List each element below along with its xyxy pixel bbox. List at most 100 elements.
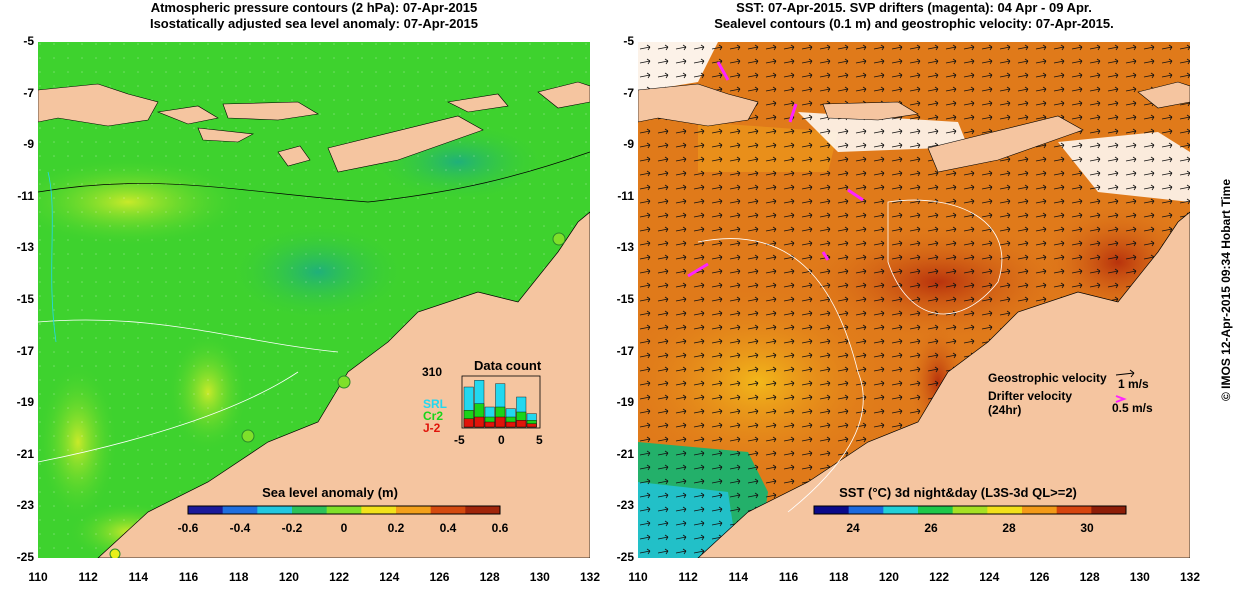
geostrophic-velocity-scale: 1 m/s bbox=[1118, 377, 1149, 391]
right-x-tick-5: 120 bbox=[878, 570, 899, 584]
right-x-tick-2: 114 bbox=[728, 570, 749, 584]
sst-colorbar-tick-3: 30 bbox=[1080, 521, 1094, 535]
left-x-tick-1: 112 bbox=[78, 570, 98, 584]
left-y-tick-2: -9 bbox=[23, 137, 34, 152]
left-y-tick-1: -7 bbox=[23, 85, 34, 100]
inset-max-label: 310 bbox=[422, 365, 442, 379]
sst-colorbar-swatch-3 bbox=[918, 506, 954, 514]
right-x-tick-1: 112 bbox=[678, 570, 698, 584]
inset-legend-j2: J-2 bbox=[423, 421, 441, 435]
sst-colorbar-tick-1: 26 bbox=[924, 521, 938, 535]
sst-colorbar-title: SST (°C) 3d night&day (L3S-3d QL>=2) bbox=[839, 485, 1077, 500]
sst-colorbar-tick-0: 24 bbox=[846, 521, 860, 535]
left-y-tick-9: -23 bbox=[16, 498, 34, 513]
inset-xtick-0: 0 bbox=[498, 433, 505, 447]
geostrophic-velocity-label: Geostrophic velocity bbox=[988, 371, 1107, 385]
right-y-tick-5: -15 bbox=[616, 292, 634, 306]
sst-colorbar-swatch-7 bbox=[1056, 506, 1092, 514]
sla-colorbar-swatch-5 bbox=[361, 506, 397, 514]
left-y-tick-10: -25 bbox=[16, 550, 34, 564]
sla-colorbar-swatch-1 bbox=[222, 506, 258, 514]
sst-colorbar-swatch-0 bbox=[814, 506, 850, 514]
sst-colorbar-swatch-4 bbox=[952, 506, 988, 514]
right-x-tick-10: 130 bbox=[1129, 570, 1150, 584]
left-y-tick-0: -5 bbox=[23, 34, 34, 48]
right-title-line2: Sealevel contours (0.1 m) and geostrophi… bbox=[714, 16, 1114, 31]
left-title-line1: Atmospheric pressure contours (2 hPa): 0… bbox=[150, 0, 478, 15]
left-y-tick-6: -17 bbox=[16, 343, 34, 358]
inset-legend-cr2: Cr2 bbox=[423, 409, 443, 423]
inset-xtick-5: 5 bbox=[536, 433, 543, 447]
right-x-tick-9: 128 bbox=[1079, 570, 1100, 584]
sla-colorbar: Sea level anomaly (m) -0.6 -0.4 -0.2 0 0.2 0.… bbox=[178, 485, 509, 535]
left-y-tick-5: -15 bbox=[16, 292, 34, 306]
sla-colorbar-tick-5: 0.4 bbox=[440, 521, 457, 535]
sla-colorbar-tick-4: 0.2 bbox=[388, 521, 405, 535]
sla-colorbar-tick-3: 0 bbox=[341, 521, 348, 535]
right-y-tick-2: -9 bbox=[623, 137, 634, 152]
sla-colorbar-outline bbox=[187, 505, 501, 515]
sst-colorbar-swatch-1 bbox=[848, 506, 884, 514]
right-x-tick-8: 126 bbox=[1029, 570, 1050, 584]
sla-colorbar-swatch-3 bbox=[292, 506, 328, 514]
sla-colorbar-title: Sea level anomaly (m) bbox=[262, 485, 398, 500]
inset-bar-3-2 bbox=[495, 416, 506, 428]
right-x-tick-11: 132 bbox=[1179, 570, 1201, 584]
left-x-tick-9: 128 bbox=[479, 570, 500, 584]
sst-colorbar: SST (°C) 3d night&day (L3S-3d QL>=2) 24 2… bbox=[813, 485, 1127, 535]
inset-bar-4-2 bbox=[505, 421, 516, 428]
sla-colorbar-swatch-2 bbox=[257, 506, 293, 514]
sla-colorbar-tick-1: -0.4 bbox=[230, 521, 251, 535]
left-x-tick-0: 110 bbox=[28, 570, 48, 584]
sst-colorbar-swatch-6 bbox=[1022, 506, 1058, 514]
sla-colorbar-tick-6: 0.6 bbox=[492, 521, 509, 535]
left-x-tick-7: 124 bbox=[379, 570, 400, 584]
left-y-tick-7: -19 bbox=[16, 395, 34, 410]
inset-bar-5-2 bbox=[516, 420, 527, 428]
sla-colorbar-swatch-7 bbox=[430, 506, 466, 514]
sst-colorbar-swatch-5 bbox=[987, 506, 1023, 514]
left-x-tick-10: 130 bbox=[529, 570, 550, 584]
sla-colorbar-swatch-0 bbox=[188, 506, 224, 514]
sla-colorbar-swatch-8 bbox=[465, 506, 501, 514]
inset-bar-1-2 bbox=[474, 416, 485, 428]
left-y-tick-3: -11 bbox=[17, 188, 34, 203]
sea-level-anomaly-map: Data count 310 SRL Cr2 J-2 -5 0 5 Sea le… bbox=[38, 42, 590, 558]
left-y-tick-4: -13 bbox=[16, 240, 34, 255]
right-x-tick-3: 116 bbox=[778, 570, 799, 584]
inset-bar-6-2 bbox=[526, 423, 537, 428]
right-y-tick-0: -5 bbox=[623, 34, 634, 48]
drifter-velocity-label-2: (24hr) bbox=[988, 403, 1021, 417]
right-x-tick-0: 110 bbox=[628, 570, 648, 584]
sst-colorbar-swatch-2 bbox=[883, 506, 919, 514]
right-x-tick-6: 122 bbox=[929, 570, 950, 584]
drifter-velocity-label-1: Drifter velocity bbox=[988, 389, 1072, 403]
inset-bar-2-2 bbox=[484, 421, 495, 428]
right-y-tick-9: -23 bbox=[616, 498, 634, 513]
drifter-velocity-scale: 0.5 m/s bbox=[1112, 401, 1153, 415]
left-x-tick-4: 118 bbox=[229, 570, 249, 584]
inset-xtick-neg5: -5 bbox=[454, 433, 465, 447]
right-y-tick-1: -7 bbox=[623, 85, 634, 100]
left-x-tick-5: 120 bbox=[278, 570, 299, 584]
sst-colorbar-swatch-8 bbox=[1091, 506, 1127, 514]
velocity-legend: Geostrophic velocity 1 m/s Drifter veloc… bbox=[988, 369, 1153, 417]
right-x-tick-7: 124 bbox=[979, 570, 1000, 584]
right-title-line1: SST: 07-Apr-2015. SVP drifters (magenta)… bbox=[736, 0, 1092, 15]
right-y-tick-7: -19 bbox=[616, 395, 634, 410]
sla-colorbar-tick-0: -0.6 bbox=[178, 521, 199, 535]
right-y-tick-4: -13 bbox=[616, 240, 634, 255]
sla-colorbar-swatch-4 bbox=[326, 506, 362, 514]
right-y-tick-8: -21 bbox=[616, 446, 634, 461]
sla-colorbar-tick-2: -0.2 bbox=[282, 521, 303, 535]
sst-colorbar-outline bbox=[813, 505, 1127, 515]
drifter-tracks bbox=[687, 61, 864, 278]
left-x-tick-3: 116 bbox=[178, 570, 199, 584]
left-y-tick-8: -21 bbox=[16, 446, 34, 461]
sla-colorbar-swatch-6 bbox=[396, 506, 432, 514]
left-x-tick-11: 132 bbox=[579, 570, 601, 584]
left-x-tick-2: 114 bbox=[128, 570, 149, 584]
right-y-tick-10: -25 bbox=[616, 550, 634, 564]
right-y-tick-6: -17 bbox=[616, 343, 634, 358]
inset-title: Data count bbox=[474, 358, 542, 373]
